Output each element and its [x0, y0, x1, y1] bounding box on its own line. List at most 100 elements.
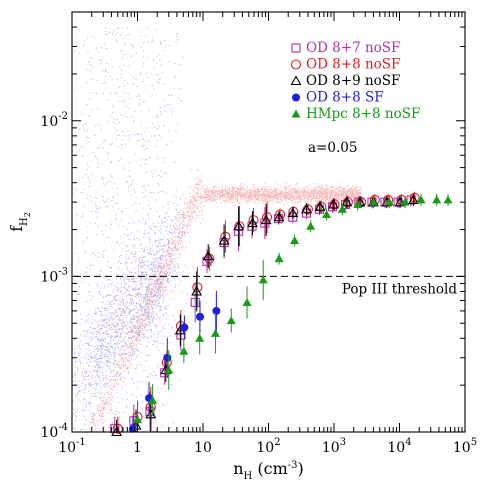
red-cloud-point — [261, 194, 263, 196]
blue-cloud-point — [111, 345, 113, 347]
red-cloud-point — [228, 187, 230, 188]
red-cloud-point — [209, 191, 211, 193]
blue-cloud-point — [86, 194, 88, 196]
blue-cloud-point — [88, 314, 90, 316]
blue-cloud-point — [114, 322, 116, 323]
red-cloud-point — [249, 189, 251, 191]
red-cloud-point — [133, 328, 135, 330]
blue-cloud-point — [158, 331, 160, 333]
red-cloud-point — [242, 196, 244, 198]
red-cloud-point — [211, 197, 213, 199]
red-cloud-point — [183, 218, 185, 220]
red-cloud-point — [179, 223, 181, 224]
blue-cloud-point — [155, 327, 157, 329]
red-cloud-point — [151, 287, 152, 289]
red-cloud-point — [299, 201, 301, 202]
red-cloud-point — [337, 196, 339, 198]
blue-cloud-point — [171, 220, 172, 222]
blue-cloud-point — [79, 286, 81, 288]
red-cloud-point — [347, 193, 349, 195]
blue-cloud-point — [136, 306, 138, 308]
blue-cloud-point — [85, 373, 87, 374]
red-cloud-point — [216, 187, 218, 189]
blue-cloud-point — [147, 285, 149, 287]
blue-cloud-point — [142, 65, 144, 67]
blue-cloud-point — [147, 77, 148, 79]
red-cloud-point — [192, 194, 194, 196]
blue-cloud-point — [127, 130, 129, 132]
red-cloud-point — [139, 328, 141, 329]
red-cloud-point — [224, 194, 226, 196]
red-cloud-point — [213, 191, 215, 193]
red-cloud-point — [216, 195, 218, 197]
blue-cloud-point — [88, 390, 90, 392]
red-cloud-point — [237, 189, 239, 191]
blue-cloud-point — [164, 290, 166, 292]
blue-cloud-point — [168, 230, 170, 232]
red-cloud-point — [164, 267, 166, 269]
blue-cloud-point — [145, 310, 147, 312]
red-cloud-point — [141, 336, 143, 338]
blue-cloud-point — [120, 379, 122, 381]
blue-cloud-point — [112, 197, 114, 199]
blue-cloud-point — [135, 202, 137, 204]
blue-cloud-point — [103, 374, 104, 376]
red-cloud-point — [159, 282, 161, 283]
red-cloud-point — [143, 306, 145, 308]
blue-cloud-point — [156, 240, 158, 242]
blue-cloud-point — [81, 409, 83, 410]
blue-cloud-point — [171, 263, 173, 265]
red-cloud-point — [181, 221, 182, 223]
blue-cloud-point — [123, 312, 124, 314]
blue-cloud-point — [107, 286, 109, 288]
blue-cloud-point — [150, 227, 152, 229]
blue-cloud-point — [154, 231, 156, 233]
red-cloud-point — [198, 185, 200, 187]
blue-cloud-point — [118, 300, 120, 302]
blue-cloud-point — [116, 279, 117, 281]
red-cloud-point — [341, 201, 343, 203]
red-cloud-point — [229, 197, 231, 199]
blue-cloud-point — [122, 308, 123, 310]
blue-cloud-point — [154, 325, 156, 326]
red-cloud-point — [245, 194, 247, 196]
blue-cloud-point — [128, 287, 130, 289]
red-cloud-point — [294, 187, 296, 189]
blue-cloud-point — [162, 300, 164, 302]
blue-cloud-point — [159, 41, 161, 43]
red-cloud-point — [94, 414, 96, 416]
red-cloud-point — [163, 266, 165, 268]
red-cloud-point — [167, 278, 169, 280]
red-cloud-point — [225, 190, 227, 192]
blue-cloud-point — [100, 346, 101, 347]
blue-cloud-point — [135, 110, 137, 112]
blue-cloud-point — [85, 355, 87, 357]
red-cloud-point — [257, 194, 259, 196]
blue-cloud-point — [154, 239, 156, 241]
blue-cloud-point — [82, 379, 84, 381]
blue-cloud-point — [123, 412, 125, 414]
blue-cloud-point — [149, 354, 150, 356]
blue-cloud-point — [155, 306, 157, 308]
red-cloud-point — [183, 221, 185, 223]
blue-cloud-point — [100, 311, 102, 313]
blue-cloud-point — [82, 330, 84, 332]
blue-cloud-point — [96, 391, 98, 393]
blue-cloud-point — [103, 44, 105, 45]
blue-cloud-point — [119, 312, 121, 314]
red-cloud-point — [332, 197, 333, 199]
blue-cloud-point — [102, 234, 104, 235]
blue-cloud-point — [100, 302, 102, 303]
blue-cloud-point — [111, 316, 113, 318]
blue-cloud-point — [99, 311, 101, 313]
red-cloud-point — [290, 184, 292, 186]
blue-cloud-point — [113, 298, 115, 300]
blue-cloud-point — [132, 301, 134, 303]
blue-cloud-point — [154, 61, 156, 63]
red-cloud-point — [288, 197, 290, 199]
red-cloud-point — [166, 252, 168, 254]
red-cloud-point — [310, 190, 312, 192]
blue-cloud-point — [154, 169, 156, 171]
red-cloud-point — [200, 188, 202, 190]
blue-cloud-point — [100, 328, 102, 330]
